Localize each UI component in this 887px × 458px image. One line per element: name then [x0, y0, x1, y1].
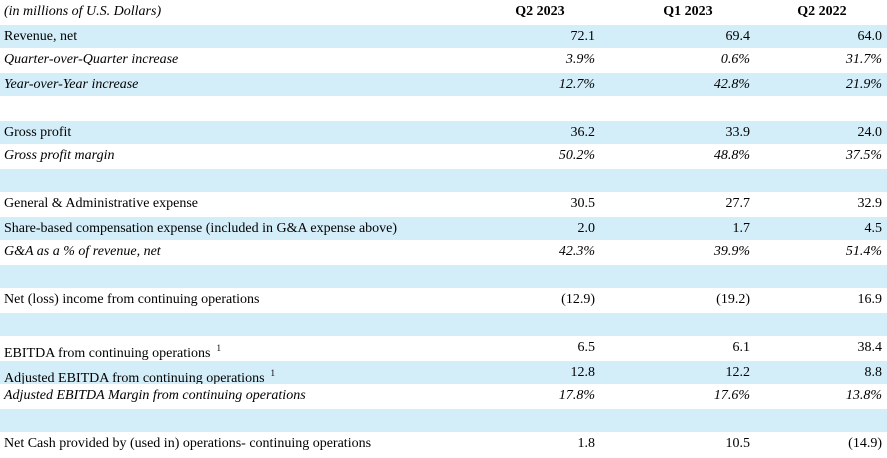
row-label: Quarter-over-Quarter increase: [4, 48, 178, 72]
row-label-text: Gross profit margin: [4, 148, 115, 163]
row-value: 36.2: [570, 125, 596, 140]
column-header-q2-2023: Q2 2023: [515, 4, 565, 19]
table-row: [0, 264, 887, 288]
table-row: [0, 168, 887, 192]
table-row: G&A as a % of revenue, net 42.3% 39.9% 51.4…: [0, 240, 887, 264]
row-label-text: General & Administrative expense: [4, 196, 198, 211]
row-value: 12.8: [570, 365, 596, 380]
row-label: Adjusted EBITDA Margin from continuing o…: [4, 384, 306, 408]
row-value: 24.0: [857, 125, 883, 140]
row-value: (14.9): [848, 436, 882, 451]
row-value: 37.5%: [845, 148, 882, 163]
row-label-text: Net (loss) income from continuing operat…: [4, 292, 260, 307]
row-label-text: Net Cash provided by (used in) operation…: [4, 436, 372, 451]
row-value: 17.6%: [713, 388, 750, 403]
row-value: 6.5: [577, 340, 596, 355]
row-value: 0.6%: [720, 52, 750, 67]
row-value: 12.7%: [558, 77, 595, 92]
row-label-text: Share-based compensation expense (includ…: [4, 221, 398, 236]
row-value: 69.4: [725, 29, 751, 44]
row-label: Share-based compensation expense (includ…: [4, 217, 397, 241]
row-value: 51.4%: [845, 244, 882, 259]
row-value: 1.8: [577, 436, 596, 451]
row-value: 1.7: [732, 221, 751, 236]
row-value: 64.0: [857, 29, 883, 44]
row-label: Net (loss) income from continuing operat…: [4, 288, 259, 312]
row-value: 17.8%: [558, 388, 595, 403]
table-row: Adjusted EBITDA Margin from continuing o…: [0, 384, 887, 408]
row-value: 30.5: [570, 196, 596, 211]
row-value: 12.2: [725, 365, 751, 380]
row-value: 16.9: [857, 292, 883, 307]
table-row: Net (loss) income from continuing operat…: [0, 288, 887, 312]
unit-note: (in millions of U.S. Dollars): [4, 4, 162, 19]
table-row: [0, 408, 887, 432]
row-value: 38.4: [857, 340, 883, 355]
table-row: EBITDA from continuing operations 1 6.5 6.1…: [0, 336, 887, 361]
row-value: 4.5: [864, 221, 883, 236]
row-value: 21.9%: [845, 77, 882, 92]
table-row: Gross profit 36.2 33.9 24.0: [0, 120, 887, 144]
row-label-text: Gross profit: [4, 125, 72, 140]
row-label: Year-over-Year increase: [4, 73, 138, 97]
row-value: 48.8%: [713, 148, 750, 163]
table-body: Revenue, net 72.1 69.4 64.0 Quarter-over-Qua…: [0, 24, 887, 456]
row-label-text: Adjusted EBITDA Margin from continuing o…: [4, 388, 306, 403]
row-value: 8.8: [864, 365, 883, 380]
row-value: 39.9%: [713, 244, 750, 259]
row-value: 3.9%: [565, 52, 595, 67]
row-value: 42.8%: [713, 77, 750, 92]
row-value: 42.3%: [558, 244, 595, 259]
row-value: 32.9: [857, 196, 883, 211]
footnote-marker: 1: [216, 343, 221, 353]
table-row: Adjusted EBITDA from continuing operatio…: [0, 360, 887, 386]
column-header-q2-2022: Q2 2022: [797, 4, 847, 19]
row-value: 33.9: [725, 125, 751, 140]
row-value: 50.2%: [558, 148, 595, 163]
row-value: (19.2): [716, 292, 750, 307]
row-label-text: Year-over-Year increase: [4, 77, 139, 92]
row-value: 27.7: [725, 196, 751, 211]
row-label-text: Adjusted EBITDA from continuing operatio…: [4, 371, 265, 386]
table-row: Share-based compensation expense (includ…: [0, 216, 887, 240]
table-row: Quarter-over-Quarter increase 3.9% 0.6% 31.…: [0, 48, 887, 72]
row-value: 72.1: [570, 29, 596, 44]
row-value: 13.8%: [845, 388, 882, 403]
row-label-text: EBITDA from continuing operations: [4, 346, 211, 361]
column-header-q1-2023: Q1 2023: [663, 4, 713, 19]
table-row: General & Administrative expense 30.5 27.7…: [0, 192, 887, 216]
row-label: Revenue, net: [4, 25, 77, 49]
row-value: 2.0: [577, 221, 596, 236]
table-header: (in millions of U.S. Dollars) Q2 2023 Q1…: [0, 0, 887, 24]
row-value: 10.5: [725, 436, 751, 451]
table-row: Year-over-Year increase 12.7% 42.8% 21.9%: [0, 72, 887, 96]
table-row: Net Cash provided by (used in) operation…: [0, 432, 887, 456]
row-value: (12.9): [561, 292, 595, 307]
row-label-text: Quarter-over-Quarter increase: [4, 52, 179, 67]
row-label: Net Cash provided by (used in) operation…: [4, 432, 371, 456]
row-label: General & Administrative expense: [4, 192, 198, 216]
table-row: [0, 312, 887, 336]
row-label: Adjusted EBITDA from continuing operatio…: [4, 361, 275, 391]
row-value: 6.1: [732, 340, 751, 355]
row-label: Gross profit margin: [4, 144, 114, 168]
row-value: 31.7%: [845, 52, 882, 67]
table-row: [0, 96, 887, 120]
row-label: EBITDA from continuing operations 1: [4, 336, 221, 366]
row-label: Gross profit: [4, 121, 71, 145]
row-label: G&A as a % of revenue, net: [4, 240, 161, 264]
footnote-marker: 1: [270, 368, 276, 378]
row-label-text: Revenue, net: [4, 29, 78, 44]
table-row: Gross profit margin 50.2% 48.8% 37.5%: [0, 144, 887, 168]
table-row: Revenue, net 72.1 69.4 64.0: [0, 24, 887, 48]
row-label-text: G&A as a % of revenue, net: [4, 244, 161, 259]
